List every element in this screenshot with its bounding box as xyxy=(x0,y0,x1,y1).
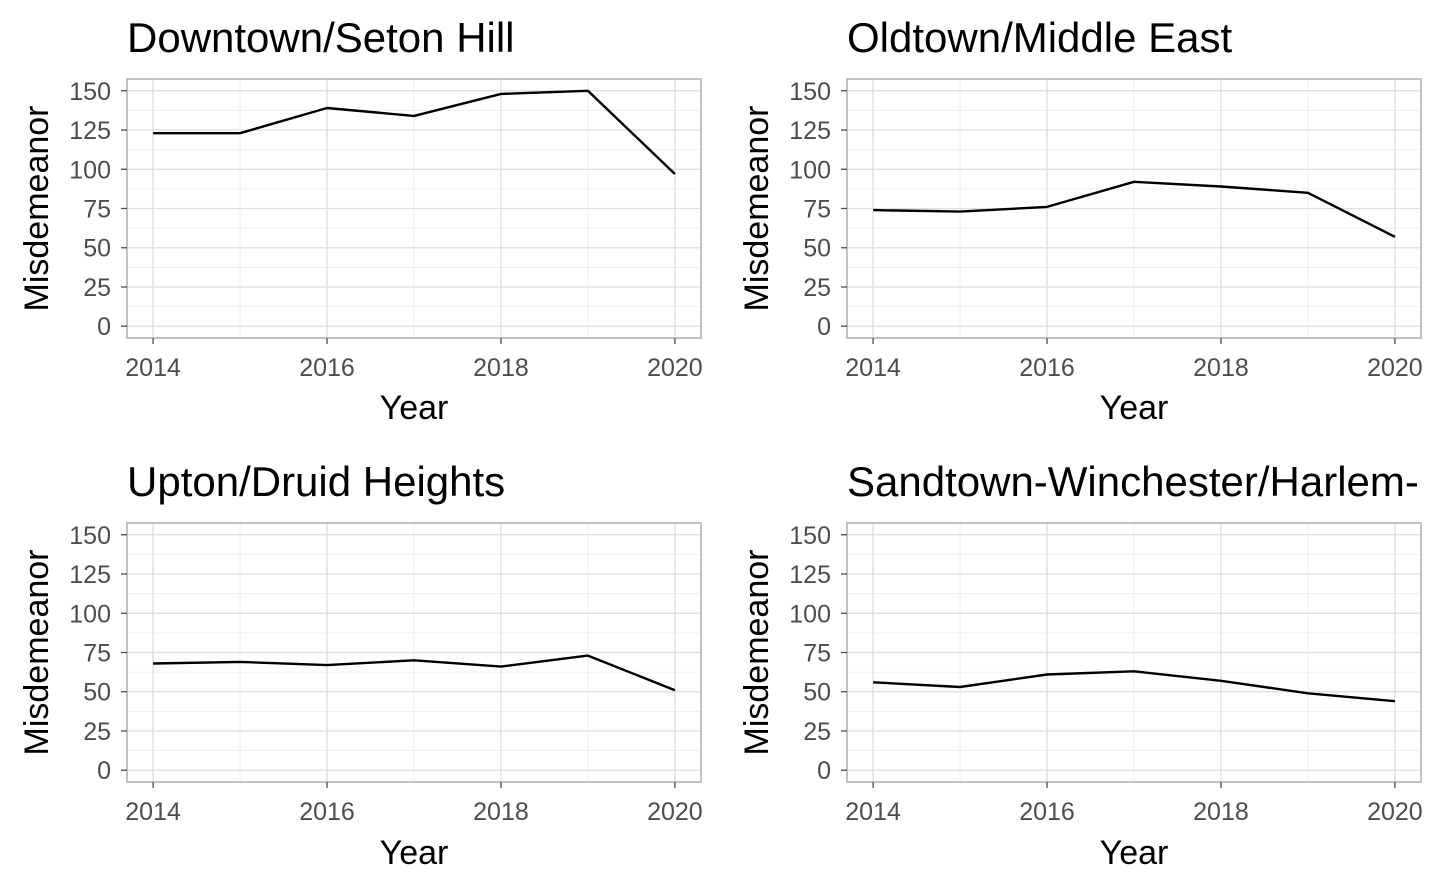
y-tick-label: 125 xyxy=(69,561,111,589)
grid xyxy=(127,523,701,782)
x-tick-label: 2018 xyxy=(473,354,529,382)
panel-upton-druid-heights: Upton/Druid Heights 0 25 50 75 100 125 150 2014 2… xyxy=(18,458,703,872)
x-axis-title: Year xyxy=(380,834,449,872)
y-tick-label: 100 xyxy=(69,600,111,628)
x-tick-label: 2016 xyxy=(1019,798,1075,826)
y-tick-label: 125 xyxy=(69,117,111,145)
y-tick-label: 150 xyxy=(789,522,831,550)
y-tick-label: 150 xyxy=(789,78,831,106)
x-tick-label: 2014 xyxy=(125,354,181,382)
x-axis-title: Year xyxy=(1100,389,1169,427)
panel-sandtown-winchester-harlem: Sandtown-Winchester/Harlem- 0 25 50 75 100 125… xyxy=(738,458,1423,872)
y-axis-title: Misdemeanor xyxy=(738,106,776,312)
y-tick-label: 0 xyxy=(817,757,831,785)
y-tick-label: 100 xyxy=(69,156,111,184)
y-tick-label: 50 xyxy=(83,679,111,707)
x-tick-label: 2018 xyxy=(473,798,529,826)
x-tick-label: 2014 xyxy=(125,798,181,826)
series-line xyxy=(873,670,1396,703)
y-tick-label: 100 xyxy=(789,156,831,184)
y-tick-label: 125 xyxy=(789,117,831,145)
x-axis-title: Year xyxy=(380,389,449,427)
y-tick-label: 0 xyxy=(817,313,831,341)
x-tick-label: 2018 xyxy=(1193,354,1249,382)
y-tick-label: 25 xyxy=(83,718,111,746)
y-axis-title: Misdemeanor xyxy=(18,106,56,312)
y-tick-label: 75 xyxy=(803,196,831,224)
series-line xyxy=(153,89,676,175)
grid xyxy=(847,523,1421,782)
panel-title: Downtown/Seton Hill xyxy=(127,14,515,61)
panel-oldtown-middle-east: Oldtown/Middle East 0 25 50 75 100 125 150 2014 2… xyxy=(738,14,1423,427)
panel-title: Sandtown-Winchester/Harlem- xyxy=(847,458,1419,505)
x-tick-label: 2018 xyxy=(1193,798,1249,826)
y-axis-title: Misdemeanor xyxy=(18,550,56,756)
y-tick-label: 50 xyxy=(803,235,831,263)
x-tick-label: 2014 xyxy=(845,354,901,382)
grid xyxy=(127,79,701,338)
x-tick-label: 2016 xyxy=(299,798,355,826)
x-tick-label: 2020 xyxy=(647,798,703,826)
x-tick-label: 2020 xyxy=(1367,798,1423,826)
panel-title: Upton/Druid Heights xyxy=(127,458,505,505)
y-tick-label: 75 xyxy=(83,640,111,668)
y-tick-label: 100 xyxy=(789,600,831,628)
y-tick-label: 75 xyxy=(83,196,111,224)
x-axis-title: Year xyxy=(1100,834,1169,872)
x-tick-label: 2016 xyxy=(299,354,355,382)
x-tick-label: 2014 xyxy=(845,798,901,826)
y-tick-label: 0 xyxy=(97,313,111,341)
y-tick-label: 25 xyxy=(803,718,831,746)
y-tick-label: 50 xyxy=(83,235,111,263)
y-tick-label: 150 xyxy=(69,78,111,106)
grid xyxy=(847,79,1421,338)
y-tick-label: 75 xyxy=(803,640,831,668)
x-tick-label: 2016 xyxy=(1019,354,1075,382)
y-tick-label: 0 xyxy=(97,757,111,785)
x-tick-label: 2020 xyxy=(1367,354,1423,382)
series-line xyxy=(153,654,676,692)
panel-downtown-seton-hill: Downtown/Seton Hill 0 25 50 75 100 125 150 2014 2… xyxy=(18,14,703,427)
y-tick-label: 25 xyxy=(83,274,111,302)
panel-title: Oldtown/Middle East xyxy=(847,14,1233,61)
y-axis-title: Misdemeanor xyxy=(738,550,776,756)
y-tick-label: 125 xyxy=(789,561,831,589)
y-tick-label: 50 xyxy=(803,679,831,707)
y-tick-label: 150 xyxy=(69,522,111,550)
x-tick-label: 2020 xyxy=(647,354,703,382)
series-line xyxy=(873,180,1396,238)
y-tick-label: 25 xyxy=(803,274,831,302)
